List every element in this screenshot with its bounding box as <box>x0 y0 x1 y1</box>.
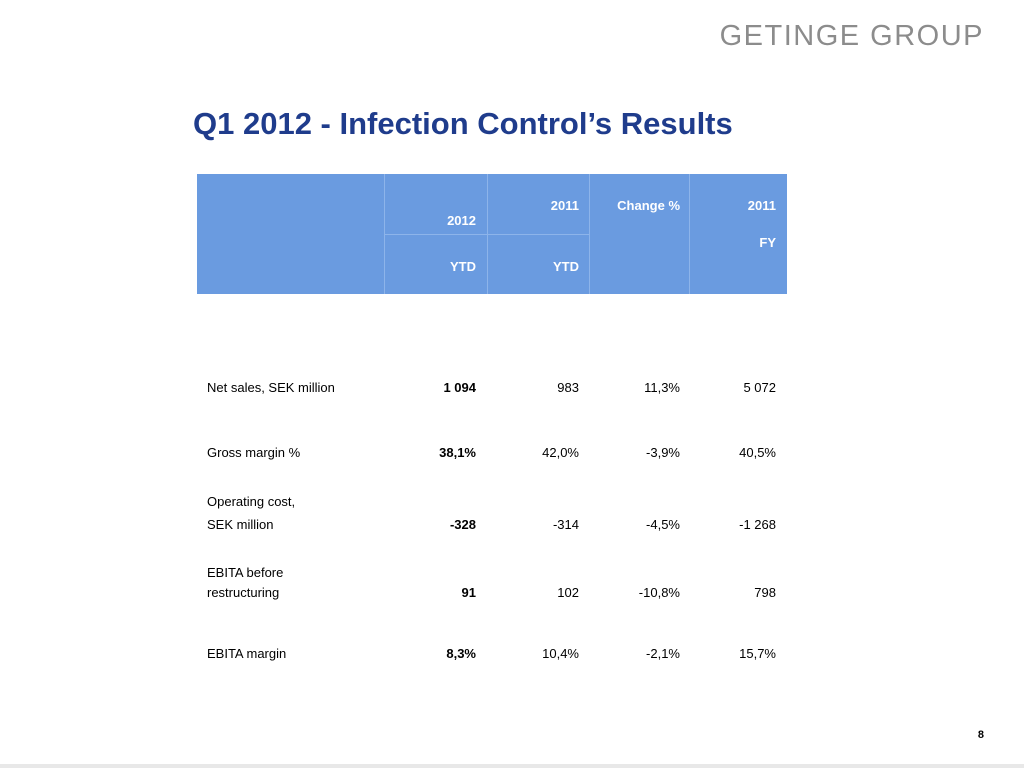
slide-title: Q1 2012 - Infection Control’s Results <box>193 106 733 141</box>
company-logo: GETINGE GROUP <box>719 20 984 52</box>
table-row: Gross margin % 38,1% 42,0% -3,9% 40,5% <box>197 443 787 463</box>
value-2011-ytd: 983 <box>557 380 579 395</box>
value-2011-fy: 798 <box>754 585 776 600</box>
header-divider <box>589 174 590 294</box>
value-2012-ytd: 38,1% <box>439 445 476 460</box>
header-2011: 2011 <box>550 198 579 213</box>
table-row: Operating cost, SEK million -328 -314 -4… <box>197 492 787 536</box>
header-2012: 2012 <box>447 213 476 228</box>
value-2011-fy: 5 072 <box>743 380 776 395</box>
page-number: 8 <box>977 729 984 741</box>
value-change: -2,1% <box>646 646 680 661</box>
value-2011-fy: -1 268 <box>739 517 776 532</box>
table-row: EBITA before restructuring 91 102 -10,8%… <box>197 563 787 603</box>
header-2011-ytd: YTD <box>553 259 579 274</box>
value-2011-fy: 15,7% <box>739 646 776 661</box>
header-row-divider <box>384 234 589 235</box>
value-change: -3,9% <box>646 445 680 460</box>
value-2012-ytd: 91 <box>461 585 476 600</box>
row-label-line2: SEK million <box>207 517 274 532</box>
value-2011-ytd: 10,4% <box>542 646 579 661</box>
header-2011-fy-year: 2011 <box>747 198 776 213</box>
row-label-line2: restructuring <box>207 585 280 600</box>
value-2012-ytd: 1 094 <box>443 380 476 395</box>
value-2011-ytd: 42,0% <box>542 445 579 460</box>
table-row: EBITA margin 8,3% 10,4% -2,1% 15,7% <box>197 644 787 664</box>
header-fy: FY <box>759 235 776 250</box>
row-label-line1: EBITA before <box>207 565 284 580</box>
value-2011-ytd: 102 <box>557 585 579 600</box>
value-2011-fy: 40,5% <box>739 445 776 460</box>
value-change: -4,5% <box>646 517 680 532</box>
row-label: Net sales, SEK million <box>207 380 335 395</box>
table-row: Net sales, SEK million 1 094 983 11,3% 5… <box>197 378 787 398</box>
value-2011-ytd: -314 <box>552 517 579 532</box>
value-change: 11,3% <box>644 380 680 395</box>
value-2012-ytd: 8,3% <box>446 646 476 661</box>
bottom-bar <box>0 764 1024 768</box>
row-label: EBITA margin <box>207 646 287 661</box>
header-2012-ytd: YTD <box>450 259 476 274</box>
header-change: Change % <box>617 198 680 213</box>
value-change: -10,8% <box>638 585 680 600</box>
row-label-line1: Operating cost, <box>207 494 296 509</box>
value-2012-ytd: -328 <box>449 517 476 532</box>
table-header: 2012 YTD 2011 YTD Change % 2011 FY <box>197 174 787 294</box>
header-divider <box>689 174 690 294</box>
row-label: Gross margin % <box>207 445 301 460</box>
